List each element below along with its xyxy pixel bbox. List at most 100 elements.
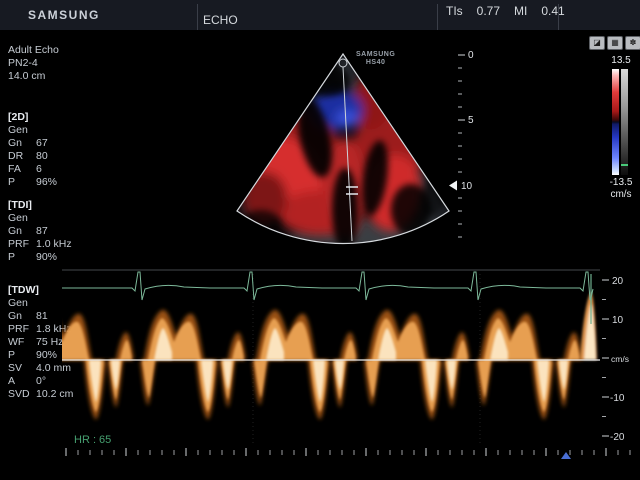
param-row: PRF 1.0 kHz	[8, 238, 94, 251]
param-label: PRF	[8, 238, 29, 250]
tis-value: 0.77	[476, 4, 501, 18]
velocity-label: -20	[610, 432, 625, 443]
colorbar-unit: cm/s	[610, 189, 632, 200]
colorbar-min-velocity: -13.5	[609, 177, 633, 188]
param-value: 6	[36, 163, 42, 175]
param-value: 67	[36, 137, 48, 149]
samsung-logo: SAMSUNG	[28, 8, 100, 22]
asterisk-settings-icon[interactable]: ✽	[625, 36, 640, 50]
section-tdw-title: [TDW]	[8, 284, 39, 296]
param-label: WF	[8, 336, 25, 348]
section-2d-title: [2D]	[8, 111, 29, 123]
param-label: P	[8, 349, 16, 361]
param-value: 4.0 mm	[36, 362, 72, 374]
watermark-brand: SAMSUNG	[356, 51, 396, 58]
param-value: 81	[36, 310, 48, 322]
param-value: 1.8 kHz	[36, 323, 72, 335]
acoustic-output-readout: TIs 0.77 MI 0.41	[446, 4, 565, 18]
spectral-doppler-strip[interactable]	[62, 268, 600, 450]
top-bar: SAMSUNG ECHO TIs 0.77 MI 0.41	[0, 0, 640, 30]
time-ruler	[65, 448, 631, 459]
exam-title: ECHO	[203, 13, 238, 27]
parameter-panel: Adult Echo PN2-4 14.0 cm [2D] Gen Gn 67 D…	[8, 44, 94, 401]
report-grid-icon[interactable]: ▦	[607, 36, 623, 50]
depth-label: 10	[461, 181, 473, 192]
velocity-label: 10	[612, 315, 624, 326]
colorbar-max-velocity: 13.5	[611, 55, 631, 66]
depth-label: 0	[468, 50, 474, 61]
header-divider	[558, 4, 559, 30]
velocity-unit-label: cm/s	[611, 354, 629, 364]
param-row: P 90%	[8, 349, 94, 362]
status-icon-row: ◪ ▦ ✽	[589, 36, 640, 50]
param-value: 0°	[36, 375, 47, 387]
mi-label: MI	[514, 4, 528, 18]
param-label: FA	[8, 163, 21, 175]
preset-name: Adult Echo	[8, 44, 59, 56]
param-row: SV 4.0 mm	[8, 362, 94, 375]
param-value: 90%	[36, 349, 58, 361]
section-tdi-mode: Gen	[8, 212, 28, 224]
depth-readout: 14.0 cm	[8, 70, 46, 82]
section-tdi: [TDI] Gen Gn 87 PRF 1.0 kHz P 90%	[8, 199, 94, 264]
param-label: SV	[8, 362, 23, 374]
probe-name: PN2-4	[8, 57, 38, 69]
velocity-label: 20	[612, 276, 624, 287]
focus-marker-icon	[449, 180, 457, 191]
section-2d: [2D] Gen Gn 67 DR 80 FA 6 P 96%	[8, 111, 94, 189]
section-tdi-title: [TDI]	[8, 199, 32, 211]
param-label: Gn	[8, 310, 23, 322]
mi-value: 0.41	[541, 4, 565, 18]
velocity-scale: 20 10 cm/s -10 -20	[602, 276, 629, 443]
param-row: SVD 10.2 cm	[8, 388, 94, 401]
color-doppler-bar	[612, 69, 619, 175]
depth-label: 5	[468, 115, 474, 126]
param-value: 75 Hz	[36, 336, 64, 348]
section-tdw: [TDW] Gen Gn 81 PRF 1.8 kHz WF 75 Hz P 90% S…	[8, 284, 94, 401]
doppler-cursor-line	[342, 66, 353, 242]
colorbar	[612, 69, 628, 175]
param-value: 1.0 kHz	[36, 238, 72, 250]
param-row: WF 75 Hz	[8, 336, 94, 349]
param-label: A	[8, 375, 16, 387]
param-row: Gn 81	[8, 310, 94, 323]
depth-ruler: 0 5 10	[449, 50, 474, 238]
ecg-trace	[62, 271, 594, 323]
param-label: PRF	[8, 323, 29, 335]
param-row: P 96%	[8, 176, 94, 189]
bmode-sector-image[interactable]	[225, 38, 465, 253]
param-row: A 0°	[8, 375, 94, 388]
param-row: PRF 1.8 kHz	[8, 323, 94, 336]
section-2d-mode: Gen	[8, 124, 28, 136]
section-tdw-mode: Gen	[8, 297, 28, 309]
param-row: DR 80	[8, 150, 94, 163]
param-value: 10.2 cm	[36, 388, 74, 400]
param-label: P	[8, 176, 16, 188]
velocity-label: -10	[610, 393, 625, 404]
param-value: 87	[36, 225, 48, 237]
header-divider	[437, 4, 438, 30]
sector-outline	[236, 52, 450, 245]
param-label: SVD	[8, 388, 30, 400]
param-label: Gn	[8, 225, 23, 237]
param-label: DR	[8, 150, 24, 162]
grayscale-bar	[621, 69, 628, 175]
param-value: 80	[36, 150, 48, 162]
tis-label: TIs	[446, 4, 463, 18]
param-row: P 90%	[8, 251, 94, 264]
image-thumbnail-icon[interactable]: ◪	[589, 36, 605, 50]
param-label: P	[8, 251, 16, 263]
param-value: 96%	[36, 176, 58, 188]
watermark-model: HS40	[365, 59, 386, 66]
param-row: Gn 87	[8, 225, 94, 238]
heart-rate-readout: HR : 65	[74, 434, 112, 446]
param-row: Gn 67	[8, 137, 94, 150]
param-value: 90%	[36, 251, 58, 263]
header-divider	[197, 4, 198, 30]
device-watermark: SAMSUNG HS40	[356, 51, 395, 67]
param-label: Gn	[8, 137, 23, 149]
gray-map-marker	[621, 164, 628, 166]
sweep-position-marker-icon	[561, 452, 571, 459]
param-row: FA 6	[8, 163, 94, 176]
